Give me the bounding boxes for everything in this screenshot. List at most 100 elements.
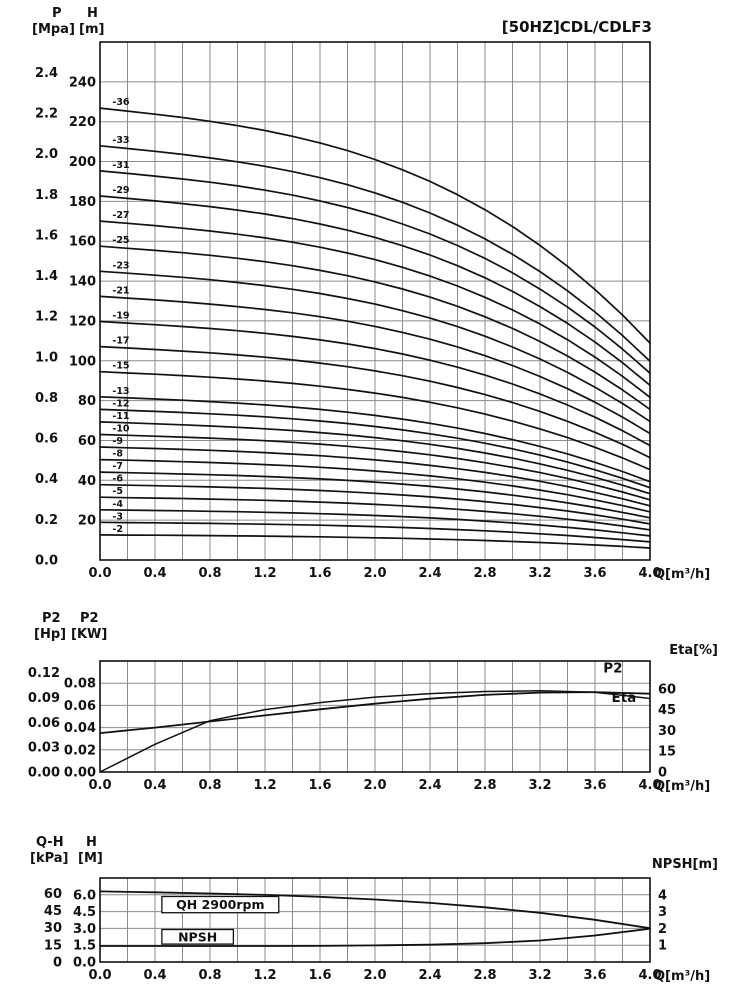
plot-border — [99, 41, 651, 561]
curve--27 — [99, 220, 651, 399]
plot-border — [99, 660, 651, 773]
eta-curve-label: Eta — [612, 690, 637, 706]
x-axis-label-3: Q[m³/h] — [654, 969, 711, 984]
x-tick-label: 3.6 — [583, 778, 606, 793]
npsh-tick-label: 1 — [658, 939, 667, 954]
kw-tick-label: 0.02 — [64, 743, 96, 758]
boxed-label-npsh: NPSH — [178, 929, 217, 944]
eta-tick-label: 0 — [658, 766, 667, 781]
p-tick-label: 1.6 — [35, 228, 58, 243]
x-tick-label: 2.0 — [363, 566, 386, 581]
plot-border — [99, 877, 651, 963]
power-efficiency-chart: 0.000.020.040.060.080.000.030.060.090.12… — [28, 660, 676, 793]
curve-label--15: -15 — [112, 361, 129, 372]
eta-tick-label: 15 — [658, 745, 676, 760]
head-capacity-chart: 20 40 60 80 100 120 140 160 180 200 220 240 0.0 0.2 0.… — [35, 41, 662, 581]
curve--5 — [99, 496, 651, 531]
curve-label--33: -33 — [112, 135, 129, 146]
curve--19 — [99, 320, 651, 447]
figure-title: [50HZ]CDL/CDLF3 — [501, 18, 652, 36]
curve-label--12: -12 — [112, 398, 129, 409]
x-tick-label: 0.0 — [88, 778, 111, 793]
curve--25 — [99, 245, 651, 411]
axis-unit-m2: [M] — [78, 851, 103, 866]
axis-name-p: P — [52, 6, 62, 21]
h-tick-label: 200 — [69, 155, 96, 170]
p-tick-label: 0.4 — [35, 472, 58, 487]
label-box-npsh — [161, 928, 235, 945]
axis-unit-kw: [KW] — [71, 627, 108, 642]
x-tick-label: 1.2 — [253, 778, 276, 793]
curve--7 — [99, 471, 651, 519]
p-tick-label: 2.0 — [35, 147, 58, 162]
eta-tick-label: 60 — [658, 682, 676, 697]
x-axis-label-1: Q[m³/h] — [654, 567, 711, 582]
x-tick-label: 3.6 — [583, 566, 606, 581]
kw-tick-label: 0.08 — [64, 677, 96, 692]
h-tick-label: 120 — [69, 314, 96, 329]
curve--21 — [99, 295, 651, 435]
x-tick-label: 3.2 — [528, 968, 551, 983]
h-tick-label: 160 — [69, 235, 96, 250]
x-tick-label: 4.0 — [638, 778, 661, 793]
curve-label--3: -3 — [112, 511, 123, 522]
axis-label-eta: Eta[%] — [669, 643, 718, 658]
axis-name-h2: H — [86, 835, 97, 850]
curve-label--29: -29 — [112, 185, 129, 196]
curve--15 — [99, 370, 651, 471]
curve-p2 — [99, 691, 651, 734]
p-tick-label: 1.0 — [35, 350, 58, 365]
curve--29 — [99, 195, 651, 387]
x-tick-label: 1.2 — [253, 968, 276, 983]
x-tick-label: 0.0 — [88, 968, 111, 983]
npsh-tick-label: 4 — [658, 888, 667, 903]
hp-tick-label: 0.06 — [28, 716, 60, 731]
curve-qh — [99, 890, 651, 930]
axis-unit-m: [m] — [79, 22, 105, 37]
curve-label--13: -13 — [112, 386, 129, 397]
axis-unit-kpa: [kPa] — [30, 851, 69, 866]
x-tick-label: 0.0 — [88, 566, 111, 581]
curve--6 — [99, 483, 651, 525]
x-tick-label: 2.8 — [473, 566, 496, 581]
x-tick-label: 3.2 — [528, 566, 551, 581]
kpa-tick-label: 45 — [44, 904, 62, 919]
p2-curve-label: P2 — [603, 661, 622, 677]
axis-name-p2hp: P2 — [42, 611, 61, 626]
curve-label--7: -7 — [112, 461, 123, 472]
curve--13 — [99, 395, 651, 483]
x-tick-label: 2.0 — [363, 968, 386, 983]
h-tick-label: 220 — [69, 115, 96, 130]
curve--36 — [99, 107, 651, 344]
axis-unit-hp: [Hp] — [34, 627, 67, 642]
h-tick-label: 40 — [78, 474, 96, 489]
curve--10 — [99, 433, 651, 501]
eta-tick-label: 45 — [658, 703, 676, 718]
curve-label--11: -11 — [112, 411, 129, 422]
curve--23 — [99, 270, 651, 423]
curve--11 — [99, 421, 651, 495]
boxed-label-qh: QH 2900rpm — [176, 897, 264, 912]
axis-label-npsh: NPSH[m] — [651, 857, 718, 872]
p-tick-label: 2.4 — [35, 66, 58, 81]
p-tick-label: 0.8 — [35, 391, 58, 406]
kpa-tick-label: 30 — [44, 921, 62, 936]
h-tick-label: 240 — [69, 75, 96, 90]
hm-tick-label: 1.5 — [73, 939, 96, 954]
hp-tick-label: 0.00 — [28, 766, 60, 781]
curve--12 — [99, 408, 651, 489]
kpa-tick-label: 0 — [53, 956, 62, 971]
x-tick-label: 0.8 — [198, 968, 221, 983]
eta-tick-label: 30 — [658, 724, 676, 739]
h-tick-label: 100 — [69, 354, 96, 369]
kpa-tick-label: 15 — [44, 938, 62, 953]
x-tick-label: 3.6 — [583, 968, 606, 983]
curve-label--9: -9 — [112, 436, 123, 447]
curve--8 — [99, 458, 651, 513]
h-tick-label: 140 — [69, 275, 96, 290]
curve-label--25: -25 — [112, 235, 129, 246]
h-tick-label: 60 — [78, 434, 96, 449]
x-tick-label: 0.4 — [143, 968, 166, 983]
